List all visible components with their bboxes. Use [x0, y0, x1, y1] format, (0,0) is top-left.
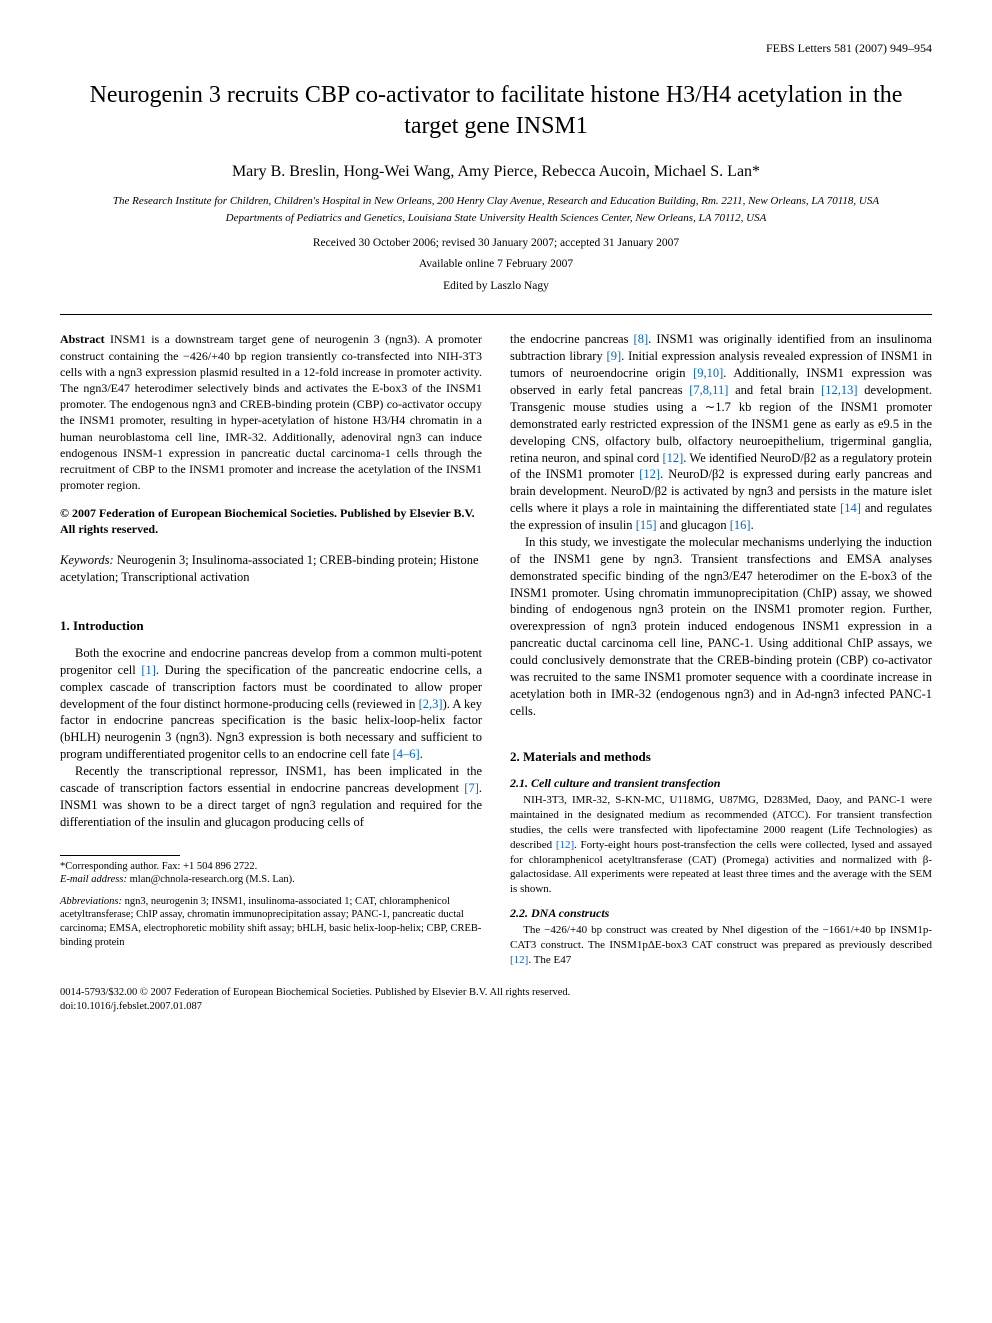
abstract-label: Abstract: [60, 332, 105, 346]
citation-link[interactable]: [12]: [662, 451, 683, 465]
citation-link[interactable]: [9,10]: [693, 366, 723, 380]
footer-copyright-block: 0014-5793/$32.00 © 2007 Federation of Eu…: [60, 986, 932, 1013]
right-column: the endocrine pancreas [8]. INSM1 was or…: [510, 331, 932, 967]
available-online: Available online 7 February 2007: [60, 257, 932, 273]
horizontal-rule: [60, 314, 932, 315]
citation-link[interactable]: [12]: [639, 467, 660, 481]
footnote-rule: [60, 855, 180, 856]
section-methods: 2. Materials and methods: [510, 748, 932, 766]
article-dates: Received 30 October 2006; revised 30 Jan…: [60, 236, 932, 252]
citation-link[interactable]: [7,8,11]: [689, 383, 728, 397]
citation-link[interactable]: [1]: [141, 663, 156, 677]
two-column-layout: Abstract INSM1 is a downstream target ge…: [60, 331, 932, 967]
author-list: Mary B. Breslin, Hong-Wei Wang, Amy Pier…: [60, 161, 932, 183]
abstract-text: INSM1 is a downstream target gene of neu…: [60, 332, 482, 492]
email-line: E-mail address: mlan@chnola-research.org…: [60, 873, 482, 887]
right-paragraph-2: In this study, we investigate the molecu…: [510, 534, 932, 720]
abbreviations-label: Abbreviations:: [60, 896, 122, 907]
corresponding-author: *Corresponding author. Fax: +1 504 896 2…: [60, 860, 482, 874]
intro-paragraph-2: Recently the transcriptional repressor, …: [60, 763, 482, 831]
abbreviations-text: ngn3, neurogenin 3; INSM1, insulinoma-as…: [60, 896, 481, 948]
methods-2-2-text: The −426/+40 bp construct was created by…: [510, 923, 932, 968]
right-paragraph-1: the endocrine pancreas [8]. INSM1 was or…: [510, 331, 932, 534]
abstract-block: Abstract INSM1 is a downstream target ge…: [60, 331, 482, 493]
citation-link[interactable]: [2,3]: [419, 697, 443, 711]
citation-link[interactable]: [9]: [607, 349, 622, 363]
citation-link[interactable]: [8]: [634, 332, 649, 346]
citation-link[interactable]: [4–6]: [393, 747, 420, 761]
keywords-text: Neurogenin 3; Insulinoma-associated 1; C…: [60, 553, 479, 584]
section-introduction: 1. Introduction: [60, 617, 482, 635]
doi: doi:10.1016/j.febslet.2007.01.087: [60, 1000, 932, 1014]
citation-link[interactable]: [14]: [840, 501, 861, 515]
keywords-block: Keywords: Neurogenin 3; Insulinoma-assoc…: [60, 552, 482, 586]
abbreviations-block: Abbreviations: ngn3, neurogenin 3; INSM1…: [60, 895, 482, 950]
abstract-copyright: © 2007 Federation of European Biochemica…: [60, 505, 482, 537]
article-title: Neurogenin 3 recruits CBP co-activator t…: [60, 80, 932, 142]
keywords-label: Keywords:: [60, 553, 114, 567]
citation-link[interactable]: [12]: [510, 954, 528, 966]
email-address[interactable]: mlan@chnola-research.org (M.S. Lan).: [130, 874, 295, 885]
footer-copyright: 0014-5793/$32.00 © 2007 Federation of Eu…: [60, 986, 932, 1000]
citation-link[interactable]: [12]: [556, 839, 574, 851]
email-label: E-mail address:: [60, 874, 127, 885]
affiliation-2: Departments of Pediatrics and Genetics, …: [60, 211, 932, 226]
citation-link[interactable]: [16]: [730, 518, 751, 532]
methods-2-1-text: NIH-3T3, IMR-32, S-KN-MC, U118MG, U87MG,…: [510, 793, 932, 897]
journal-reference: FEBS Letters 581 (2007) 949–954: [60, 40, 932, 56]
left-column: Abstract INSM1 is a downstream target ge…: [60, 331, 482, 967]
citation-link[interactable]: [12,13]: [821, 383, 857, 397]
subsection-2-2: 2.2. DNA constructs: [510, 905, 932, 921]
citation-link[interactable]: [15]: [636, 518, 657, 532]
intro-paragraph-1: Both the exocrine and endocrine pancreas…: [60, 645, 482, 763]
affiliation-1: The Research Institute for Children, Chi…: [60, 194, 932, 209]
subsection-2-1: 2.1. Cell culture and transient transfec…: [510, 775, 932, 791]
citation-link[interactable]: [7]: [464, 781, 479, 795]
editor-line: Edited by Laszlo Nagy: [60, 279, 932, 295]
